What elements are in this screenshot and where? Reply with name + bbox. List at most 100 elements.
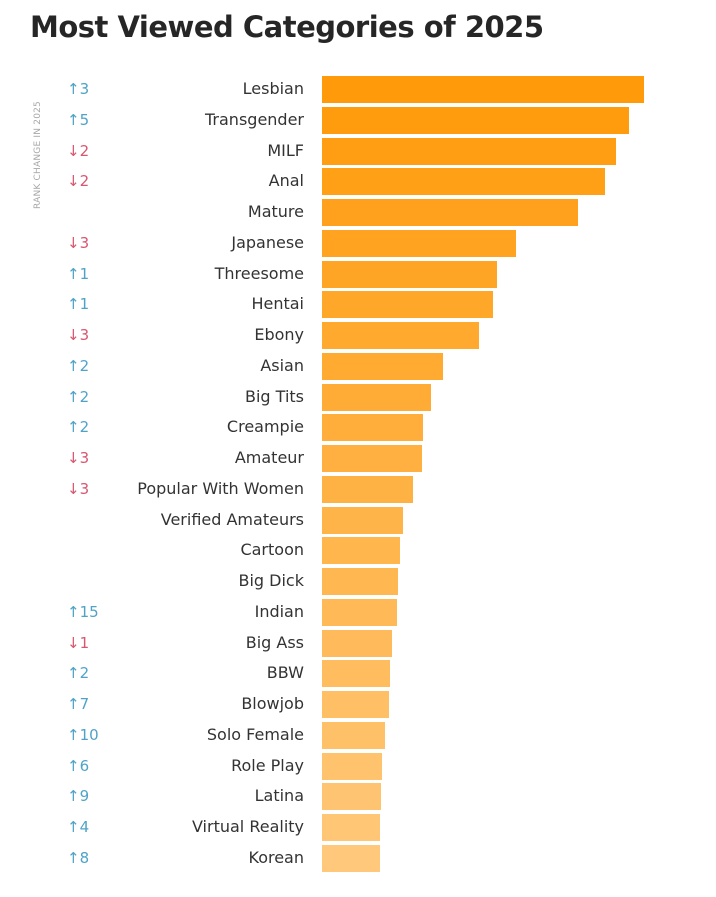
bar-row: Mature bbox=[0, 197, 716, 228]
bar bbox=[322, 537, 400, 565]
bar-row: Verified Amateurs bbox=[0, 505, 716, 536]
category-label: Mature bbox=[247, 202, 304, 222]
bar bbox=[322, 383, 432, 411]
category-label: Asian bbox=[260, 355, 304, 375]
bar-row: ↑1 Threesome bbox=[0, 259, 716, 290]
bar bbox=[322, 352, 444, 380]
bar bbox=[322, 845, 380, 872]
bar-row: ↑7 Blowjob bbox=[0, 689, 716, 720]
bar-row: ↑9 Latina bbox=[0, 781, 716, 812]
bar-row: ↑2 Asian bbox=[0, 351, 716, 382]
rank-change-label: ↓3 bbox=[67, 326, 90, 345]
category-label: Blowjob bbox=[241, 694, 304, 714]
rank-change-label: ↑7 bbox=[67, 695, 90, 714]
bar bbox=[322, 660, 390, 688]
bar-row: Cartoon bbox=[0, 535, 716, 566]
bar-row: ↑10 Solo Female bbox=[0, 720, 716, 751]
rank-change-label: ↑9 bbox=[67, 787, 90, 806]
rank-change-label: ↑15 bbox=[67, 602, 99, 621]
bar-row: ↓1 Big Ass bbox=[0, 628, 716, 659]
category-label: Big Tits bbox=[245, 386, 304, 406]
bar bbox=[322, 229, 516, 257]
rank-change-label: ↓3 bbox=[67, 449, 90, 468]
category-label: Ebony bbox=[254, 325, 304, 345]
bar bbox=[322, 506, 404, 534]
category-label: Anal bbox=[268, 171, 304, 191]
bar bbox=[322, 168, 606, 196]
category-label: Threesome bbox=[214, 263, 304, 283]
rank-change-label: ↑4 bbox=[67, 818, 90, 837]
category-label: Popular With Women bbox=[137, 478, 304, 498]
category-label: Solo Female bbox=[206, 724, 304, 744]
bar-row: ↑3 Lesbian bbox=[0, 74, 716, 105]
bar bbox=[322, 322, 480, 350]
bar-row: ↑6 Role Play bbox=[0, 751, 716, 782]
category-label: Big Dick bbox=[238, 571, 305, 591]
bar-row: ↑5 Transgender bbox=[0, 105, 716, 136]
bar-row: ↓2 Anal bbox=[0, 166, 716, 197]
bar bbox=[322, 568, 398, 596]
bar-row: ↑2 BBW bbox=[0, 658, 716, 689]
bar bbox=[322, 814, 380, 842]
rank-change-label: ↑5 bbox=[67, 110, 90, 129]
rank-change-label: ↑6 bbox=[67, 756, 90, 775]
bar-row: Big Dick bbox=[0, 566, 716, 597]
rank-change-label: ↓2 bbox=[67, 141, 90, 160]
category-label: MILF bbox=[267, 140, 304, 160]
rank-change-label: ↓2 bbox=[67, 172, 90, 191]
bar bbox=[322, 260, 497, 288]
rank-change-label: ↑3 bbox=[67, 80, 90, 98]
bar-row: ↓3 Popular With Women bbox=[0, 474, 716, 505]
category-label: Indian bbox=[254, 601, 304, 621]
bar-row: ↑1 Hentai bbox=[0, 289, 716, 320]
category-label: Japanese bbox=[231, 232, 304, 252]
rank-change-label: ↑10 bbox=[67, 725, 99, 744]
rank-change-label: ↑2 bbox=[67, 356, 90, 375]
bar bbox=[322, 598, 398, 626]
bar bbox=[322, 691, 389, 719]
category-label: BBW bbox=[266, 663, 304, 683]
category-label: Virtual Reality bbox=[191, 817, 304, 837]
bar bbox=[322, 721, 386, 749]
category-label: Verified Amateurs bbox=[160, 509, 304, 529]
category-label: Latina bbox=[254, 786, 304, 806]
bar bbox=[322, 752, 382, 780]
category-label: Transgender bbox=[205, 109, 304, 129]
rank-change-label: ↓1 bbox=[67, 633, 90, 652]
category-label: Hentai bbox=[251, 294, 304, 314]
bar bbox=[322, 199, 578, 227]
bar-row: ↑2 Creampie bbox=[0, 412, 716, 443]
rank-change-label: ↓3 bbox=[67, 479, 90, 498]
bar bbox=[322, 629, 392, 657]
category-label: Korean bbox=[248, 848, 305, 867]
bar-row: ↑2 Big Tits bbox=[0, 382, 716, 413]
bar-row: ↑4 Virtual Reality bbox=[0, 812, 716, 843]
bar bbox=[322, 106, 629, 134]
rank-change-label: ↑2 bbox=[67, 664, 90, 683]
bar-row: ↓3 Amateur bbox=[0, 443, 716, 474]
category-label: Creampie bbox=[226, 417, 304, 437]
category-label: Cartoon bbox=[240, 540, 304, 560]
bar-row: ↑15 Indian bbox=[0, 597, 716, 628]
bar-row: ↓2 MILF bbox=[0, 136, 716, 167]
bar-row: ↓3 Japanese bbox=[0, 228, 716, 259]
rank-change-label: ↓3 bbox=[67, 233, 90, 252]
category-label: Big Ass bbox=[245, 632, 304, 652]
bar bbox=[322, 137, 616, 165]
bar-row: ↓3 Ebony bbox=[0, 320, 716, 351]
rank-change-label: ↑2 bbox=[67, 387, 90, 406]
bar bbox=[322, 475, 414, 503]
bar bbox=[322, 783, 381, 811]
bar bbox=[322, 291, 493, 319]
bar bbox=[322, 414, 424, 442]
bar bbox=[322, 445, 423, 473]
category-label: Amateur bbox=[234, 448, 304, 468]
rank-change-label: ↑2 bbox=[67, 418, 90, 437]
bar bbox=[322, 76, 644, 103]
rank-change-label: ↑1 bbox=[67, 264, 90, 283]
rank-change-label: ↑8 bbox=[67, 849, 90, 867]
bar-row: ↑8 Korean bbox=[0, 843, 716, 874]
category-label: Lesbian bbox=[242, 79, 304, 98]
rank-change-label: ↑1 bbox=[67, 295, 90, 314]
